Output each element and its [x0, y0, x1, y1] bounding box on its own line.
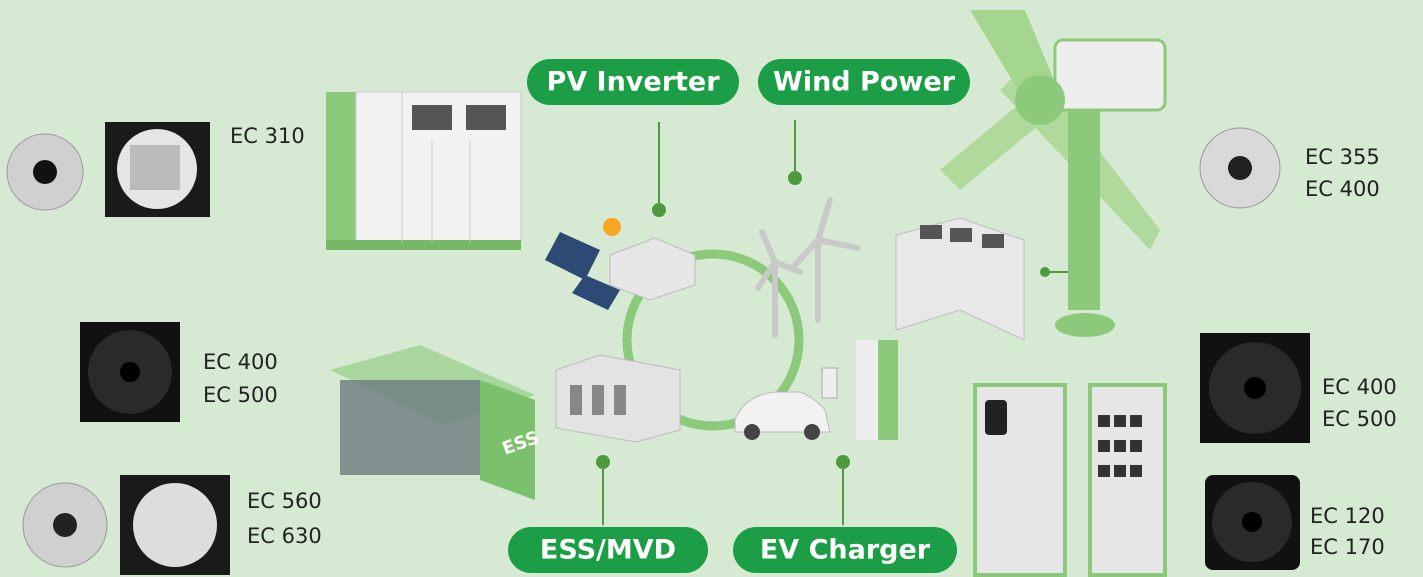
model-label: EC 560	[247, 489, 322, 513]
pill: EV Charger	[733, 527, 957, 573]
model-label: EC 500	[203, 383, 278, 407]
pill-label: EV Charger	[760, 535, 931, 566]
model-label: EC 355	[1305, 145, 1380, 169]
model-label: EC 310	[230, 124, 305, 148]
model-label: EC 400	[1305, 177, 1380, 201]
pill-label: Wind Power	[773, 67, 956, 98]
fan-icon	[23, 475, 230, 575]
fan-icon	[1200, 333, 1310, 443]
fan-icon	[7, 122, 210, 217]
pill: Wind Power	[758, 59, 970, 105]
model-label: EC 120	[1310, 504, 1385, 528]
model-label: EC 400	[1322, 375, 1397, 399]
pill-label: PV Inverter	[546, 67, 720, 98]
pill-label: ESS/MVD	[540, 535, 676, 566]
pill: PV Inverter	[527, 59, 739, 105]
battery-icon	[556, 355, 680, 442]
fan-icon	[80, 322, 180, 422]
model-label: EC 630	[247, 524, 322, 548]
model-label: EC 500	[1322, 407, 1397, 431]
diagram: PV Inverter Wind Power ESS/MVD EV Charge…	[0, 0, 1423, 577]
pill: ESS/MVD	[508, 527, 708, 573]
fan-icon	[1200, 128, 1280, 208]
model-label: EC 400	[203, 350, 278, 374]
inverter-cabinet	[326, 92, 521, 250]
fan-icon	[1205, 475, 1300, 570]
model-label: EC 170	[1310, 535, 1385, 559]
